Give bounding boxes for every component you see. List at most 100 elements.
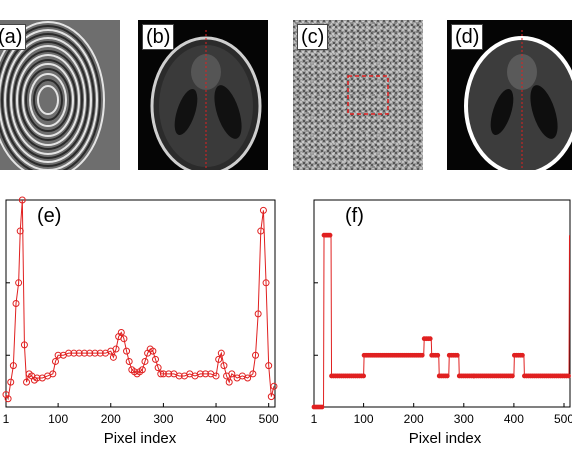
plot-e-point	[202, 370, 210, 378]
plot-e-point	[15, 279, 23, 287]
plot-e-point	[165, 370, 173, 378]
plot-e-point	[54, 351, 62, 359]
plot-e-point	[33, 374, 41, 382]
plot-e-xtick-label-1: 100	[48, 412, 68, 426]
plot-f-series-line	[314, 234, 570, 408]
plot-e-point	[12, 300, 20, 307]
plot-e-point	[154, 364, 162, 372]
plot-e-point	[91, 349, 99, 357]
plot-f-point	[361, 373, 366, 379]
plot-e-point	[254, 310, 262, 318]
profile-plot-e: 1 100 200 300 400 500	[0, 195, 290, 445]
plot-e-xtick-label-4: 400	[206, 412, 226, 426]
plot-e-point	[217, 349, 225, 357]
panel-d: (d)	[447, 20, 572, 170]
plot-e-point	[244, 374, 252, 382]
plot-f-xtick-label-2: 200	[404, 412, 424, 426]
plot-e-xtick-label-3: 300	[153, 412, 173, 426]
plot-f-label: (f)	[345, 205, 364, 227]
plot-e-point	[86, 349, 94, 357]
plot-e-point	[252, 351, 260, 359]
plot-e-point	[109, 353, 117, 361]
plot-e-xtick-label-0: 1	[3, 412, 10, 426]
plot-e-point	[212, 372, 220, 380]
plot-e-point	[9, 362, 17, 370]
plot-e-label: (e)	[37, 205, 62, 227]
panel-a-label: (a)	[0, 24, 27, 50]
plot-e-point	[149, 347, 157, 355]
plot-e-point	[175, 372, 183, 380]
plot-e-point	[152, 355, 160, 363]
plot-e-point	[196, 370, 204, 378]
plot-f-xtick-label-4: 400	[504, 412, 524, 426]
panel-c-label: (c)	[297, 24, 329, 50]
plot-f-point	[509, 373, 515, 379]
plot-e-xtick-label-2: 200	[101, 412, 121, 426]
plot-e-xtick-label-5: 500	[259, 412, 279, 426]
plot-f-frame	[313, 199, 571, 408]
plot-f-point	[427, 336, 433, 342]
plot-e-point	[225, 378, 233, 386]
panel-b-label: (b)	[142, 24, 175, 50]
plot-e-point	[96, 349, 104, 357]
profile-plot-f: 1 100 200 300 400 500	[300, 195, 572, 445]
phantom-ground-truth-image	[447, 20, 572, 170]
plot-e-point	[259, 206, 267, 214]
plot-e-point	[120, 335, 128, 343]
plot-e-point	[257, 227, 265, 235]
plot-f-point	[566, 373, 571, 379]
plot-e-point	[80, 349, 88, 357]
plot-f-xtick-label-5: 500	[554, 412, 572, 426]
plot-e-point	[23, 378, 31, 386]
plot-e-point	[75, 349, 83, 357]
panel-a: (a)	[0, 20, 120, 170]
plot-e-point	[262, 279, 270, 287]
plot-e-point	[18, 196, 26, 204]
plot-f-point	[520, 352, 525, 358]
plot-e-point	[117, 328, 125, 336]
plot-e-point	[2, 391, 10, 399]
panel-d-label: (d)	[451, 24, 484, 50]
fresnel-pattern-image	[0, 20, 120, 170]
profile-plot-e-svg: 1 100 200 300 400 500	[2, 196, 279, 426]
plot-f-point	[435, 352, 441, 358]
plot-e-point	[270, 382, 278, 390]
plot-e-point	[141, 357, 149, 365]
plot-e-point	[65, 349, 73, 357]
profile-plot-f-svg: 1 100 200 300 400 500	[311, 199, 572, 426]
plot-e-point	[123, 347, 131, 355]
panel-c: (c)	[293, 20, 423, 170]
plot-e-point	[249, 370, 257, 378]
plot-e-point	[125, 357, 133, 365]
plot-f-point	[319, 404, 325, 410]
plot-e-point	[51, 357, 59, 365]
plot-e-point	[220, 362, 228, 370]
plot-f-xlabel: Pixel index	[408, 430, 482, 447]
plot-f-point	[454, 352, 460, 358]
plot-e-point	[20, 341, 28, 349]
plot-e-point	[4, 395, 12, 403]
noise-hologram-image	[293, 20, 423, 170]
roi-selection-box	[347, 75, 389, 115]
plot-e-point	[159, 370, 167, 378]
plot-f-point	[419, 352, 425, 358]
plot-e-point	[138, 366, 146, 374]
plot-e-point	[7, 378, 15, 386]
plot-e-point	[157, 370, 165, 378]
plot-e-point	[228, 370, 236, 378]
plot-e-point	[265, 362, 273, 370]
plot-f-xtick-label-0: 1	[311, 412, 318, 426]
plot-e-point	[267, 393, 275, 401]
plot-f-point	[444, 373, 450, 379]
plot-e-xlabel: Pixel index	[103, 430, 177, 447]
plot-f-xtick-label-3: 300	[454, 412, 474, 426]
plot-e-frame	[5, 199, 276, 408]
plot-e-point	[215, 355, 223, 363]
plot-e-point	[49, 370, 57, 378]
plot-e-point	[112, 345, 120, 353]
panel-b: (b)	[138, 20, 268, 170]
plot-f-point	[327, 232, 333, 238]
plot-e-point	[16, 227, 24, 235]
plot-f-xtick-label-1: 100	[354, 412, 374, 426]
plot-e-point	[70, 349, 78, 357]
